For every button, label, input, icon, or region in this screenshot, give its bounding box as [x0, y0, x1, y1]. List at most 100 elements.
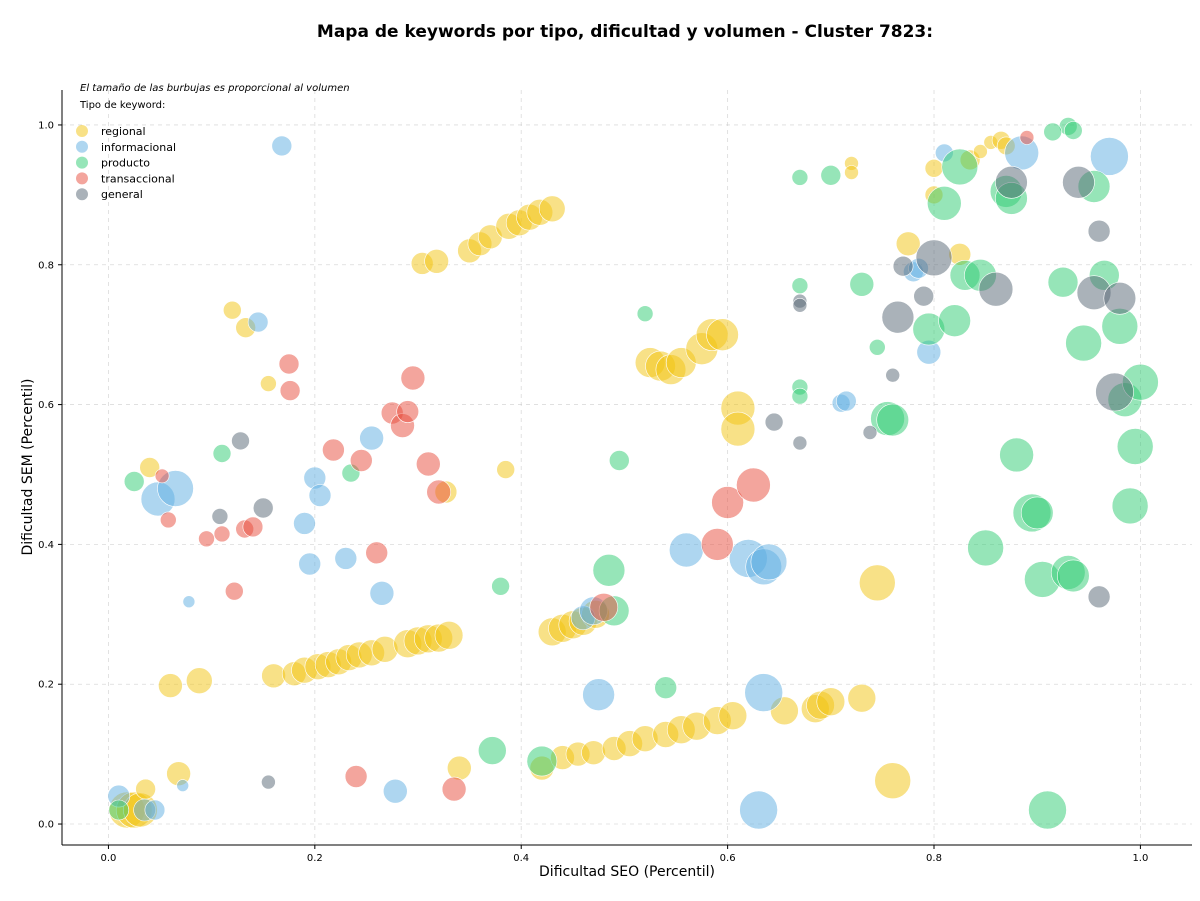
bubble-regional: [706, 318, 739, 352]
bubble-regional: [874, 762, 912, 800]
bubble-producto: [526, 745, 558, 777]
bubble-producto: [791, 169, 809, 186]
bubble-regional: [434, 620, 464, 650]
bubble-regional: [424, 248, 449, 274]
bubble-transaccional: [711, 486, 744, 519]
bubble-transaccional: [154, 468, 170, 484]
bubble-general: [881, 300, 915, 334]
bubble-transaccional: [426, 479, 452, 505]
bubble-producto: [1064, 121, 1083, 140]
legend-label-regional: regional: [101, 125, 146, 138]
bubble-regional: [844, 165, 859, 180]
bubble-general: [764, 412, 784, 432]
bubble-informacional: [739, 790, 778, 830]
chart-title: Mapa de keywords por tipo, dificultad y …: [317, 22, 933, 42]
legend-title: Tipo de keyword:: [79, 100, 165, 111]
bubble-informacional: [744, 673, 784, 712]
legend-label-transaccional: transaccional: [101, 172, 175, 185]
bubble-producto: [212, 444, 232, 463]
bubble-producto: [1028, 790, 1067, 830]
legend-marker-producto: [76, 156, 88, 169]
x-tick-label: 0.4: [513, 853, 529, 864]
bubble-producto: [791, 277, 809, 295]
bubble-general: [1087, 219, 1111, 243]
bubble-informacional: [668, 532, 704, 568]
bubble-regional: [718, 701, 748, 731]
bubble-regional: [496, 460, 516, 479]
series-informacional: [107, 135, 1129, 830]
bubble-general: [995, 166, 1028, 199]
bubble-producto: [868, 338, 886, 356]
bubble-general: [978, 271, 1014, 307]
bubble-regional: [223, 300, 242, 320]
bubble-general: [885, 367, 901, 383]
bubble-transaccional: [278, 353, 300, 375]
legend-label-general: general: [101, 188, 143, 201]
bubble-producto: [791, 387, 809, 405]
legend: regional informacional producto transaccion…: [76, 125, 176, 201]
bubble-regional: [924, 159, 944, 178]
bubble-transaccional: [400, 365, 426, 391]
bubble-regional: [581, 740, 606, 766]
bubble-producto: [1057, 559, 1090, 593]
y-tick-label: 0.2: [38, 680, 54, 691]
bubble-producto: [938, 304, 971, 338]
x-tick-label: 0.0: [100, 853, 116, 864]
bubble-size-note: El tamaño de las burbujas es proporciona…: [80, 83, 350, 94]
bubble-transaccional: [396, 400, 420, 423]
bubble-regional: [260, 375, 277, 392]
bubble-general: [261, 774, 276, 790]
x-tick-label: 1.0: [1132, 853, 1148, 864]
bubble-producto: [1047, 266, 1079, 298]
bubble-informacional: [293, 512, 316, 535]
bubble-producto: [941, 148, 979, 186]
y-axis-label: Dificultad SEM (Percentil): [20, 379, 36, 556]
bubble-transaccional: [736, 467, 771, 503]
legend-label-producto: producto: [101, 157, 150, 170]
legend-marker-informacional: [76, 140, 88, 153]
bubble-producto: [1116, 428, 1154, 465]
bubble-producto: [1043, 122, 1062, 142]
bubble-regional: [720, 411, 756, 447]
bubble-producto: [636, 305, 654, 323]
bubble-producto: [926, 186, 962, 221]
bubble-transaccional: [322, 438, 345, 462]
bubble-informacional: [144, 799, 166, 821]
y-tick-label: 0.8: [38, 260, 54, 271]
y-tick-label: 0.0: [38, 820, 54, 831]
bubble-transaccional: [1019, 130, 1035, 145]
bubble-transaccional: [279, 380, 301, 401]
bubble-producto: [967, 529, 1004, 567]
bubble-general: [231, 431, 250, 451]
bubble-producto: [1065, 324, 1102, 362]
bubble-informacional: [308, 484, 332, 507]
legend-marker-transaccional: [76, 172, 88, 185]
series-general: [211, 166, 1137, 790]
bubble-producto: [477, 736, 507, 765]
series-transaccional: [154, 130, 1035, 802]
bubble-regional: [895, 231, 921, 257]
bubble-transaccional: [441, 776, 467, 802]
bubble-general: [862, 425, 878, 440]
bubble-general: [211, 508, 229, 525]
bubble-transaccional: [349, 449, 373, 472]
bubble-general: [913, 285, 935, 307]
bubble-general: [892, 255, 914, 277]
bubble-transaccional: [344, 765, 368, 788]
bubble-producto: [1020, 496, 1054, 530]
bubble-general: [915, 239, 953, 277]
bubble-informacional: [750, 543, 788, 581]
bubble-producto: [849, 271, 875, 297]
bubble-informacional: [835, 390, 857, 412]
bubble-transaccional: [242, 516, 264, 538]
bubble-regional: [858, 564, 896, 602]
bubble-transaccional: [160, 511, 177, 529]
legend-marker-general: [76, 188, 88, 201]
bubble-producto: [876, 403, 910, 437]
bubble-regional: [816, 687, 846, 717]
bubble-informacional: [1090, 137, 1129, 176]
x-tick-label: 0.6: [720, 853, 736, 864]
bubble-producto: [108, 799, 130, 821]
